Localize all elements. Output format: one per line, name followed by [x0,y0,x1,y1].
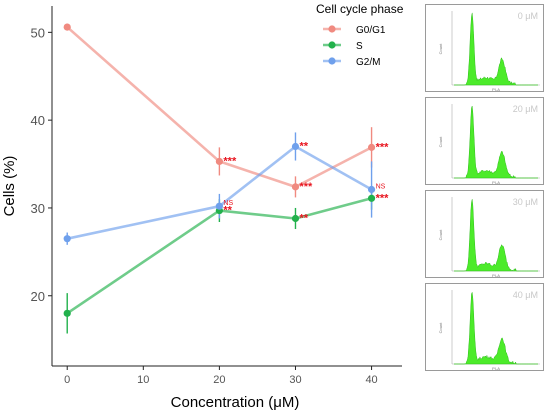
legend-label-s: S [356,41,363,52]
x-axis-title: Concentration (μM) [171,394,300,411]
y-tick-label: 20 [31,289,45,304]
concentration-label: 30 μM [512,197,538,207]
histogram-y-label: Count [438,43,443,55]
histogram-panel: Count PI-A 40 μM [425,283,544,371]
histogram-area [454,12,538,86]
x-tick-label: 20 [213,374,225,386]
y-axis-title: Cells (%) [1,156,18,217]
data-point-s [291,214,300,223]
significance-label: *** [223,155,237,167]
legend-marker-s [328,41,336,49]
concentration-label: 20 μM [512,104,538,114]
histogram-y-label: Count [438,136,443,148]
histogram-y-label: Count [438,229,443,241]
concentration-label: 40 μM [512,290,538,300]
histogram-plot: Count PI-A [438,104,540,185]
legend-label-g0-g1: G0/G1 [356,25,386,36]
histogram-x-label: PI-A [492,366,500,371]
significance-label: *** [299,181,313,193]
significance-label: NS [223,200,233,207]
significance-label: *** [376,141,390,153]
histogram-panel: Count PI-A 0 μM [425,4,544,92]
significance-label: *** [376,192,390,204]
data-point-g2-m [367,185,376,194]
significance-label: NS [376,184,386,191]
histogram-x-label: PI-A [492,87,500,92]
data-point-g2-m [291,142,300,151]
histogram-x-label: PI-A [492,180,500,185]
legend-marker-g0-g1 [328,25,336,33]
x-tick-label: 0 [64,374,70,386]
histogram-y-label: Count [438,322,443,334]
histogram-plot: Count PI-A [438,290,540,371]
data-point-g0-g1 [63,23,71,31]
data-point-s [63,309,71,317]
histogram-plot: Count PI-A [438,11,540,92]
histogram-plot: Count PI-A [438,197,540,278]
legend-title: Cell cycle phase [316,2,404,16]
histogram-area [454,105,538,179]
significance-label: ** [299,212,308,224]
significance-label: ** [223,205,232,217]
series-line-g2-m [66,145,373,240]
x-tick-label: 40 [365,374,377,386]
legend-marker-g2-m [328,57,336,65]
histogram-panel: Count PI-A 30 μM [425,190,544,278]
histogram-area [454,199,538,272]
histogram-area [454,291,538,365]
y-tick-label: 40 [31,113,45,128]
legend: Cell cycle phase G0/G1 S G2/M [316,2,404,68]
y-tick-label: 50 [31,25,45,40]
y-tick-label: 30 [31,201,45,216]
legend-label-g2-m: G2/M [356,57,380,68]
concentration-label: 0 μM [517,11,538,21]
series-line-s [66,197,372,315]
data-point-g2-m [215,202,223,210]
histogram-panel: Count PI-A 20 μM [425,97,544,185]
data-point-s [367,194,376,202]
data-point-g2-m [63,235,71,243]
data-point-g0-g1 [367,143,376,151]
histogram-x-label: PI-A [492,273,500,278]
data-point-g0-g1 [215,157,223,166]
data-point-g0-g1 [291,183,300,191]
x-tick-label: 10 [137,374,149,386]
significance-label: ** [299,140,308,152]
x-tick-label: 30 [289,374,301,386]
